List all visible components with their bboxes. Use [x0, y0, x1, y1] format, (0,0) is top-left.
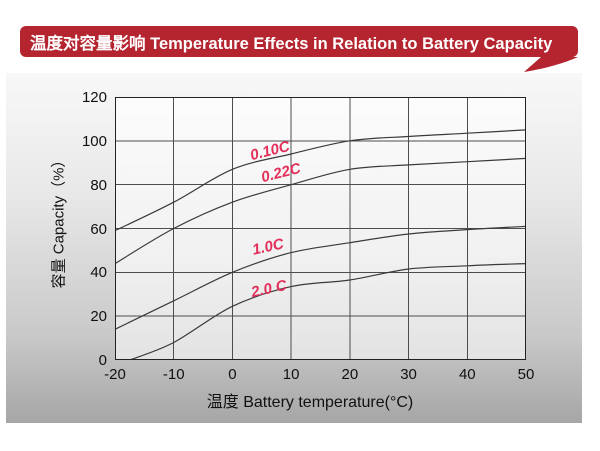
banner-tail-pointer [524, 57, 578, 72]
y-tick-label-0: 0 [98, 352, 107, 369]
x-axis-title: 温度 Battery temperature(°C) [206, 394, 414, 411]
x-tick-label-10: 10 [282, 366, 300, 383]
y-tick-label-80: 80 [90, 176, 107, 194]
plot-svg [115, 97, 526, 360]
x-tick-label--10: -10 [162, 366, 185, 383]
x-tick-label-30: 30 [400, 366, 417, 383]
y-tick-label-120: 120 [81, 89, 107, 106]
curve-1.0C [115, 225, 526, 330]
plot-area [115, 97, 526, 360]
grid-lines [115, 97, 526, 360]
y-tick-label-20: 20 [90, 308, 107, 326]
x-tick-label-40: 40 [458, 366, 476, 383]
curve-2.0C [129, 263, 526, 360]
chart-title: 温度对容量影响 Temperature Effects in Relation … [30, 34, 553, 53]
x-tick-label-20: 20 [341, 366, 359, 383]
curve-0.22C [115, 157, 526, 265]
y-tick-label-100: 100 [81, 132, 107, 150]
y-tick-label-60: 60 [90, 220, 107, 238]
x-tick-label-0: 0 [228, 366, 237, 383]
curve-0.10C [115, 129, 526, 232]
plot-border [115, 97, 526, 360]
y-tick-label-40: 40 [90, 264, 107, 282]
chart-title-banner: 温度对容量影响 Temperature Effects in Relation … [20, 26, 578, 57]
y-axis-title: 容量 Capacity（%） [50, 152, 68, 289]
x-tick-label-50: 50 [517, 366, 535, 383]
x-tick-label--20: -20 [104, 366, 126, 383]
